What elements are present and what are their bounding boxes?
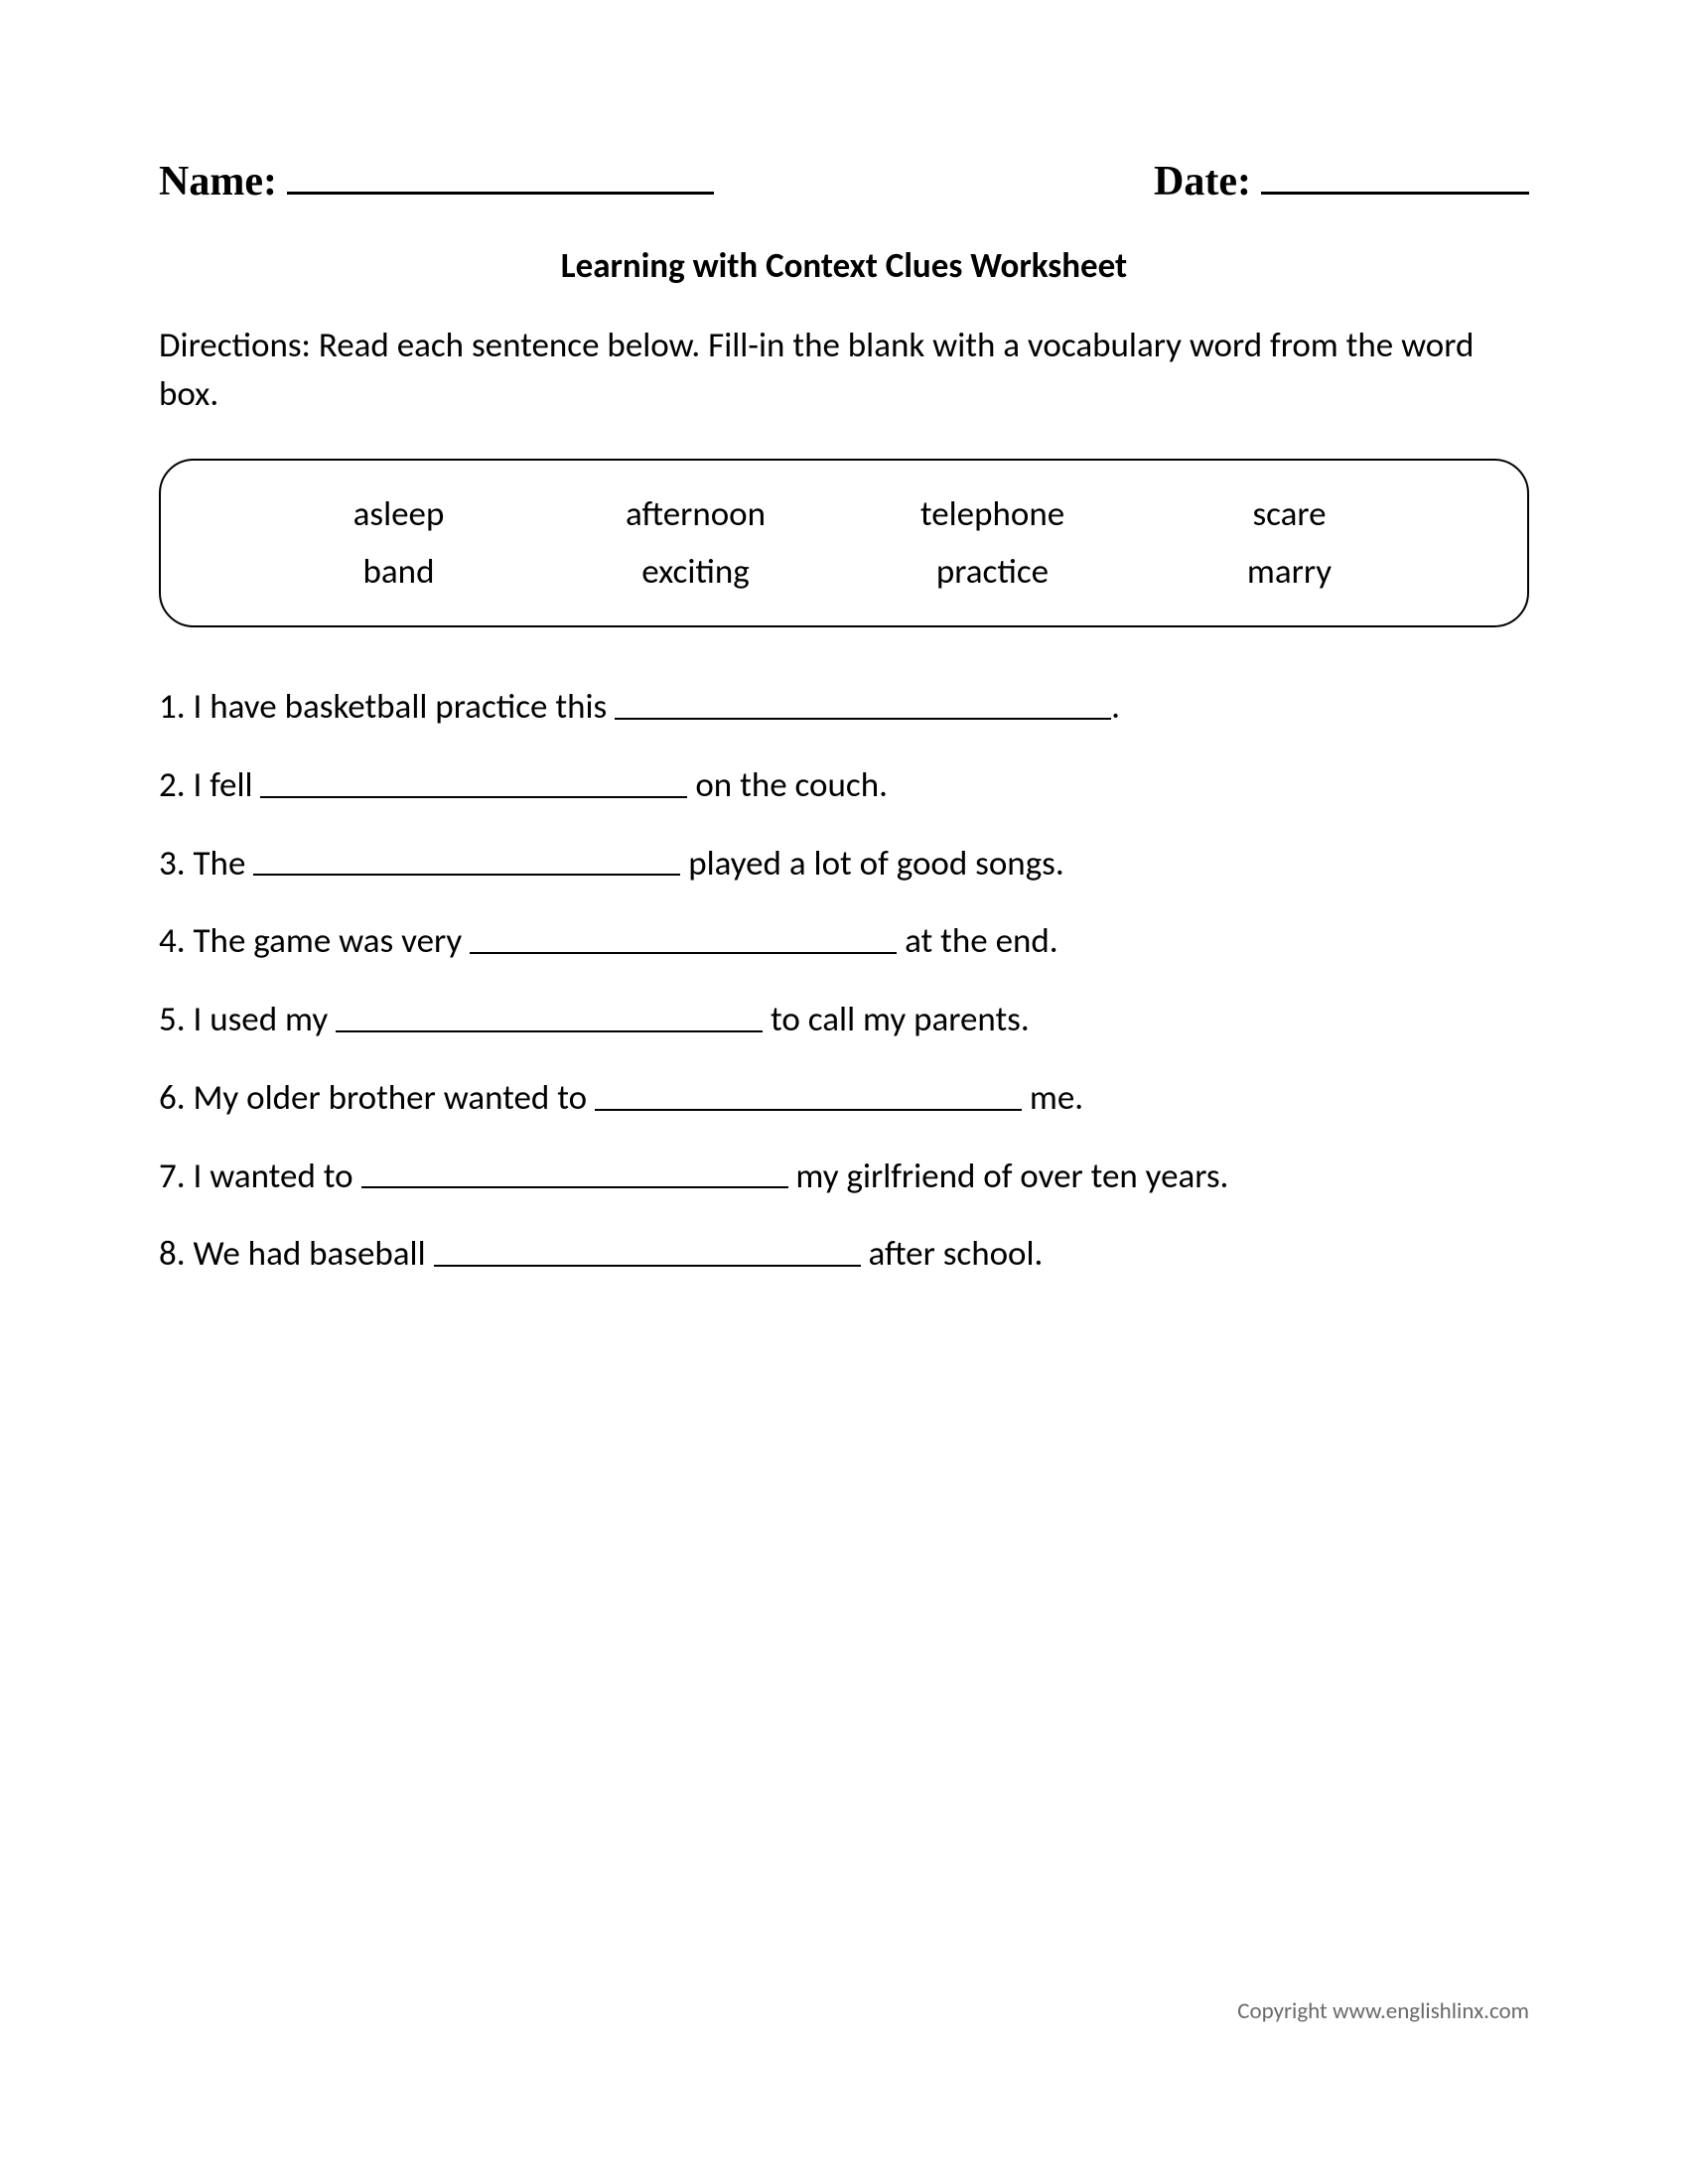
question-number: 3. xyxy=(159,843,194,885)
date-input-line[interactable] xyxy=(1261,149,1529,195)
question-text-before: I wanted to xyxy=(194,1156,361,1197)
copyright-footer: Copyright www.englishlinx.com xyxy=(1237,1997,1529,2025)
date-field-group: Date: xyxy=(1154,149,1529,205)
question-text-after: my girlfriend of over ten years. xyxy=(788,1156,1229,1197)
question-text-before: We had baseball xyxy=(194,1233,434,1275)
question-number: 8. xyxy=(159,1233,194,1275)
question-item: 4. The game was very at the end. xyxy=(159,916,1529,967)
wordbox-word: marry xyxy=(1141,551,1438,593)
question-text-before: I used my xyxy=(194,999,337,1040)
question-number: 2. xyxy=(159,764,194,806)
wordbox-word: afternoon xyxy=(547,493,844,535)
answer-blank[interactable] xyxy=(361,1154,788,1188)
question-text-after: on the couch. xyxy=(687,764,888,806)
wordbox-word: practice xyxy=(844,551,1141,593)
question-text-after: me. xyxy=(1022,1077,1083,1119)
answer-blank[interactable] xyxy=(615,685,1111,720)
wordbox-word: exciting xyxy=(547,551,844,593)
worksheet-title: Learning with Context Clues Worksheet xyxy=(159,245,1529,287)
answer-blank[interactable] xyxy=(336,998,763,1032)
question-item: 5. I used my to call my parents. xyxy=(159,995,1529,1045)
question-number: 4. xyxy=(159,920,194,962)
question-text-before: I fell xyxy=(194,764,261,806)
question-text-before: The xyxy=(194,843,254,885)
question-text-after: after school. xyxy=(861,1233,1044,1275)
question-number: 1. xyxy=(159,686,194,728)
wordbox-row: band exciting practice marry xyxy=(250,543,1438,601)
question-number: 7. xyxy=(159,1156,194,1197)
question-text-before: The game was very xyxy=(194,920,471,962)
wordbox-word: band xyxy=(250,551,547,593)
wordbox-word: telephone xyxy=(844,493,1141,535)
question-text-after: played a lot of good songs. xyxy=(680,843,1063,885)
question-item: 2. I fell on the couch. xyxy=(159,760,1529,811)
answer-blank[interactable] xyxy=(260,763,687,798)
name-input-line[interactable] xyxy=(287,149,714,195)
header-row: Name: Date: xyxy=(159,149,1529,205)
name-field-group: Name: xyxy=(159,149,714,205)
wordbox-row: asleep afternoon telephone scare xyxy=(250,485,1438,543)
question-text-after: . xyxy=(1111,686,1120,728)
wordbox-word: asleep xyxy=(250,493,547,535)
answer-blank[interactable] xyxy=(595,1076,1022,1111)
question-item: 1. I have basketball practice this . xyxy=(159,682,1529,733)
date-label: Date: xyxy=(1154,158,1251,205)
questions-list: 1. I have basketball practice this . 2. I… xyxy=(159,682,1529,1280)
question-text-before: I have basketball practice this xyxy=(194,686,616,728)
question-item: 3. The played a lot of good songs. xyxy=(159,839,1529,889)
question-item: 8. We had baseball after school. xyxy=(159,1229,1529,1280)
name-label: Name: xyxy=(159,158,277,205)
answer-blank[interactable] xyxy=(470,919,897,954)
answer-blank[interactable] xyxy=(434,1232,861,1267)
wordbox-word: scare xyxy=(1141,493,1438,535)
word-box: asleep afternoon telephone scare band ex… xyxy=(159,459,1529,627)
question-text-after: to call my parents. xyxy=(763,999,1030,1040)
question-number: 5. xyxy=(159,999,194,1040)
answer-blank[interactable] xyxy=(253,841,680,876)
directions-text: Directions: Read each sentence below. Fi… xyxy=(159,322,1529,419)
question-item: 7. I wanted to my girlfriend of over ten… xyxy=(159,1152,1529,1202)
question-text-after: at the end. xyxy=(897,920,1057,962)
question-item: 6. My older brother wanted to me. xyxy=(159,1073,1529,1124)
question-number: 6. xyxy=(159,1077,194,1119)
question-text-before: My older brother wanted to xyxy=(194,1077,595,1119)
